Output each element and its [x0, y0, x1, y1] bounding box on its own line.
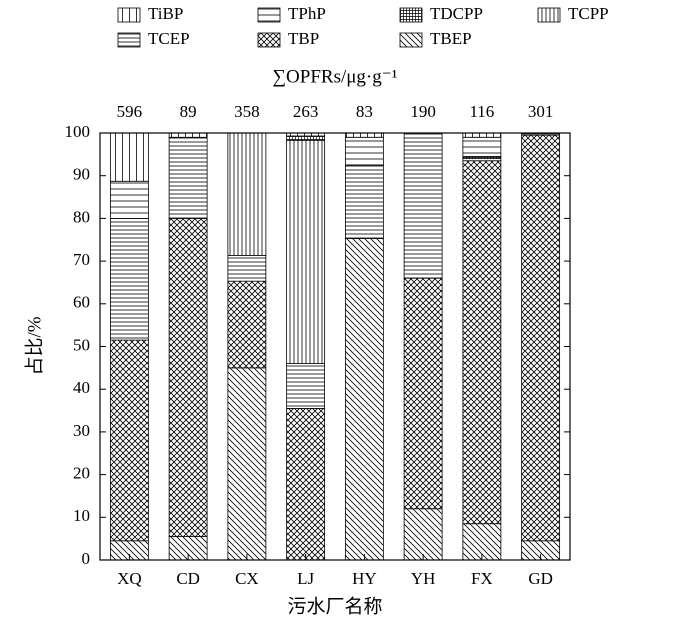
bar-segment — [462, 160, 502, 525]
bar-segment — [227, 132, 267, 256]
x-tick-label: HY — [352, 569, 377, 588]
bar-segment — [286, 363, 326, 409]
legend-swatch — [257, 32, 281, 48]
bar-segment — [462, 132, 502, 138]
total-label: 116 — [469, 102, 494, 121]
total-label: 263 — [293, 102, 319, 121]
total-label: 358 — [234, 102, 260, 121]
total-label: 190 — [410, 102, 436, 121]
x-tick-label: XQ — [117, 569, 142, 588]
bar-segment — [344, 164, 384, 239]
y-tick-label: 0 — [82, 549, 91, 568]
y-tick-label: 30 — [73, 421, 90, 440]
bar-segment — [168, 217, 208, 537]
bar-segment — [227, 280, 267, 369]
legend-label: TPhP — [288, 4, 326, 23]
bar-segment — [109, 180, 149, 219]
x-tick-label: GD — [528, 569, 553, 588]
y-tick-label: 80 — [73, 207, 90, 226]
legend-label: TBEP — [430, 29, 472, 48]
legend-swatch — [257, 7, 281, 23]
bar-segment — [344, 132, 384, 138]
bar-segment — [168, 136, 208, 219]
legend-swatch — [117, 7, 141, 23]
total-label: 596 — [117, 102, 143, 121]
legend-label: TCPP — [568, 4, 609, 23]
bar-segment — [344, 238, 384, 561]
legend-swatch — [117, 32, 141, 48]
bar-segment — [168, 132, 208, 138]
y-tick-label: 10 — [73, 506, 90, 525]
y-tick-label: 60 — [73, 293, 90, 312]
total-label: 301 — [528, 102, 554, 121]
legend-swatch — [399, 32, 423, 48]
legend-swatch — [399, 7, 423, 23]
bar-segment — [227, 367, 267, 561]
bar-segment — [403, 132, 443, 279]
bar-segment — [344, 136, 384, 166]
bar-segment — [462, 136, 502, 157]
x-tick-label: YH — [411, 569, 436, 588]
bar-segment — [403, 508, 443, 561]
y-tick-label: 90 — [73, 165, 90, 184]
bar-segment — [462, 523, 502, 561]
bar-segment — [286, 408, 326, 561]
total-label: 83 — [356, 102, 373, 121]
x-tick-label: FX — [471, 569, 493, 588]
bar-segment — [521, 134, 561, 542]
bar-segment — [227, 255, 267, 282]
x-tick-label: LJ — [297, 569, 314, 588]
y-tick-label: 20 — [73, 464, 90, 483]
total-label: 89 — [180, 102, 197, 121]
legend-label: TCEP — [148, 29, 190, 48]
y-tick-label: 50 — [73, 335, 90, 354]
bar-segment — [403, 277, 443, 510]
totals-title: ∑OPFRs/μg·g⁻¹ — [273, 66, 398, 87]
plot-frame — [99, 132, 571, 561]
x-tick-label: CX — [235, 569, 259, 588]
x-axis-label: 污水厂名称 — [287, 595, 382, 617]
y-tick-label: 70 — [73, 250, 90, 269]
x-tick-label: CD — [176, 569, 200, 588]
legend-label: TBP — [288, 29, 319, 48]
y-tick-label: 40 — [73, 378, 90, 397]
legend-label: TDCPP — [430, 4, 483, 23]
legend-label: TiBP — [148, 4, 183, 23]
bar-segment — [109, 132, 149, 182]
legend-swatch — [537, 7, 561, 23]
y-axis-label: 占比/% — [23, 316, 45, 375]
bar-segment — [286, 139, 326, 364]
bar-segment — [109, 339, 149, 542]
bar-segment — [109, 217, 149, 341]
bar-segment — [286, 135, 326, 141]
y-tick-label: 100 — [65, 122, 91, 141]
